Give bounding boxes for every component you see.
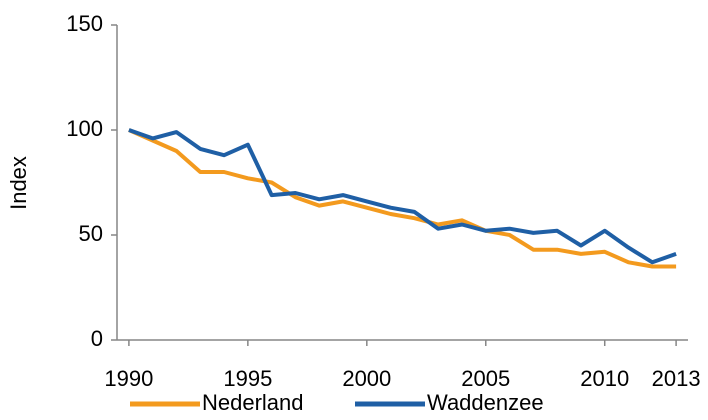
x-tick-label: 2013 <box>652 366 701 391</box>
series-line <box>128 128 677 265</box>
y-tick-label: 150 <box>66 11 103 36</box>
y-tick-label: 100 <box>66 116 103 141</box>
x-tick-label: 1990 <box>104 366 153 391</box>
legend-label: Waddenzee <box>427 390 544 415</box>
x-tick-label: 2000 <box>342 366 391 391</box>
series-line <box>128 128 677 269</box>
y-tick-label: 50 <box>79 221 103 246</box>
x-tick-label: 1995 <box>223 366 272 391</box>
legend-label: Nederland <box>202 390 304 415</box>
y-tick-label: 0 <box>91 326 103 351</box>
x-tick-label: 2005 <box>461 366 510 391</box>
x-tick-label: 2010 <box>580 366 629 391</box>
y-axis-label: Index <box>6 156 31 210</box>
